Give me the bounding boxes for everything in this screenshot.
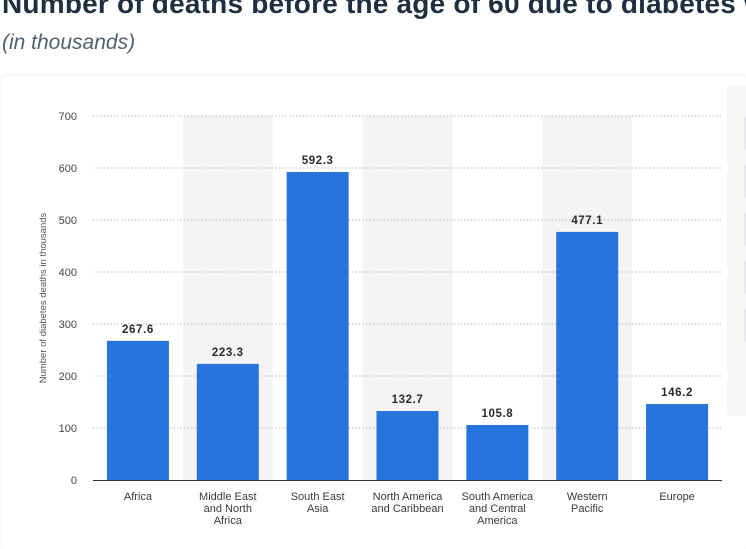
bar[interactable]	[646, 403, 709, 480]
y-axis-title: Number of diabetes deaths in thousands	[38, 212, 49, 383]
x-category-label: North America and Caribbean	[371, 491, 443, 515]
toolbar-button-4[interactable]	[744, 260, 746, 294]
y-tick-label: 300	[59, 319, 77, 331]
y-tick-label: 200	[59, 371, 77, 383]
side-toolbar	[727, 86, 746, 416]
toolbar-button-3[interactable]	[744, 212, 746, 246]
y-tick-label: 600	[59, 163, 77, 175]
toolbar-button-2[interactable]	[744, 164, 746, 198]
data-label: 132.7	[392, 394, 424, 406]
bar[interactable]	[556, 231, 619, 480]
bar[interactable]	[286, 172, 349, 480]
bar[interactable]	[196, 363, 259, 480]
toolbar-button-5[interactable]	[744, 308, 746, 342]
x-category-label: South East Asia	[291, 491, 345, 515]
x-category-label: Europe	[659, 491, 694, 503]
chart-title: Number of deaths before the age of 60 du…	[2, 0, 746, 19]
data-label: 267.6	[122, 324, 154, 336]
bar[interactable]	[466, 424, 529, 480]
y-axis-ticks: 0 100 200 300 400 500 600 700	[59, 111, 77, 487]
data-label: 477.1	[571, 215, 603, 227]
data-label: 592.3	[302, 155, 334, 167]
x-category-label: South America and Central America	[462, 491, 534, 527]
x-category-label: Western Pacific	[567, 491, 608, 515]
x-axis-categories: Africa Middle East and North Africa South Ea…	[124, 491, 695, 527]
data-labels: 267.6 223.3 592.3 132.7 105.8 477.1 146.2	[122, 155, 693, 420]
data-label: 223.3	[212, 347, 244, 359]
data-label: 146.2	[661, 387, 693, 399]
y-tick-label: 400	[59, 267, 77, 279]
y-tick-label: 500	[59, 215, 77, 227]
bars	[106, 172, 709, 480]
y-tick-label: 0	[71, 475, 77, 487]
toolbar-button-1[interactable]	[744, 116, 746, 150]
data-label: 105.8	[481, 408, 513, 420]
chart-subtitle: (in thousands)	[2, 31, 136, 54]
y-tick-label: 100	[59, 423, 77, 435]
bar[interactable]	[106, 340, 169, 480]
y-tick-label: 700	[59, 111, 77, 123]
x-category-label: Middle East and North Africa	[199, 491, 256, 527]
x-category-label: Africa	[124, 491, 153, 503]
bar[interactable]	[376, 410, 439, 480]
